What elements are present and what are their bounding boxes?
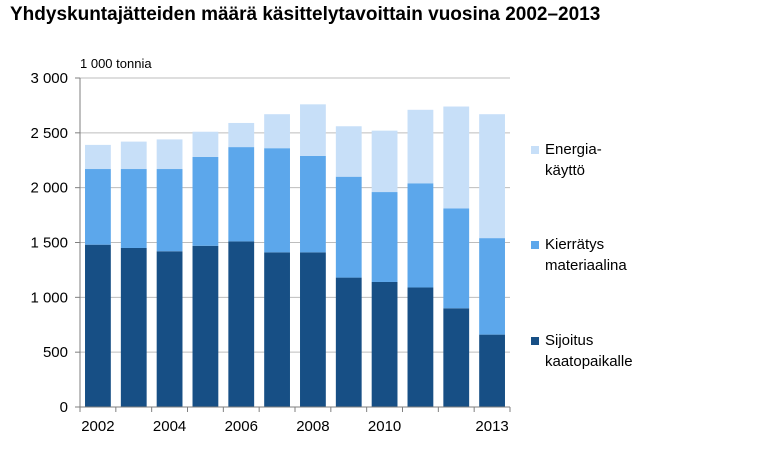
- x-tick-label: 2006: [225, 418, 258, 435]
- y-tick-label: 2 500: [30, 125, 68, 142]
- y-tick-label: 2 000: [30, 180, 68, 197]
- bar-segment-2-2002: [85, 169, 111, 245]
- bar-segment-1-2010: [371, 281, 398, 407]
- bar-segment-3-2003: [120, 141, 147, 170]
- y-tick-label: 0: [60, 399, 68, 416]
- bar-segment-1-2007: [264, 252, 290, 407]
- bar-segment-1-2012: [443, 308, 470, 407]
- legend-label-1: Sijoitus: [545, 332, 593, 349]
- bar-segment-3-2010: [371, 130, 398, 193]
- x-tick-label: 2010: [368, 418, 401, 435]
- bar-segment-2-2007: [264, 148, 290, 253]
- legend-label-3: käyttö: [545, 162, 585, 179]
- y-tick-label: 3 000: [30, 70, 68, 87]
- bar-segment-3-2013: [479, 114, 505, 239]
- legend-label-2: Kierrätys: [545, 236, 604, 253]
- bar-segment-3-2005: [192, 131, 219, 157]
- bar-segment-2-2008: [300, 155, 326, 253]
- gridlines: [80, 77, 510, 353]
- bars: [85, 104, 505, 407]
- bar-segment-3-2011: [407, 109, 434, 184]
- bar-segment-3-2004: [156, 139, 183, 170]
- legend-label-1: kaatopaikalle: [545, 353, 633, 370]
- x-axis-ticks: 2002 2004 2006 2008 2010 2013: [79, 407, 511, 435]
- bar-segment-1-2005: [192, 245, 219, 407]
- bar-segment-2-2004: [156, 169, 183, 252]
- bar-segment-2-2006: [228, 147, 255, 242]
- x-tick-label: 2004: [153, 418, 186, 435]
- bar-segment-2-2013: [479, 238, 505, 335]
- bar-segment-3-2012: [443, 106, 470, 209]
- legend-swatch-1: [531, 337, 539, 345]
- x-tick-label: 2008: [296, 418, 329, 435]
- bar-segment-1-2006: [228, 241, 255, 407]
- bar-segment-1-2004: [156, 251, 183, 407]
- bar-segment-1-2002: [85, 244, 111, 407]
- bar-segment-3-2006: [228, 122, 255, 148]
- bar-segment-1-2013: [479, 334, 505, 407]
- bar-segment-2-2011: [407, 183, 434, 288]
- x-tick-label: 2002: [81, 418, 114, 435]
- y-tick-label: 1 500: [30, 235, 68, 252]
- bar-segment-1-2008: [300, 252, 326, 407]
- chart-title: Yhdyskuntajätteiden määrä käsittelytavoi…: [10, 4, 601, 25]
- legend: Sijoitus kaatopaikalle Kierrätys materiaali…: [531, 141, 633, 370]
- bar-segment-2-2012: [443, 208, 470, 309]
- legend-label-2: materiaalina: [545, 257, 627, 274]
- bar-segment-3-2008: [300, 104, 326, 156]
- x-tick-label: 2013: [475, 418, 508, 435]
- y-tick-label: 500: [43, 344, 68, 361]
- bar-segment-1-2009: [335, 277, 362, 407]
- y-axis-unit-label: 1 000 tonnia: [80, 56, 152, 71]
- legend-swatch-2: [531, 241, 539, 249]
- bar-segment-3-2002: [85, 144, 111, 170]
- bar-segment-2-2009: [335, 176, 362, 278]
- bar-segment-2-2010: [371, 192, 398, 282]
- y-axis-ticks: 0 500 1 000 1 500 2 000 2 500 3 000: [30, 70, 80, 416]
- bar-segment-2-2003: [120, 169, 147, 248]
- bar-segment-3-2007: [264, 114, 290, 149]
- y-tick-label: 1 000: [30, 289, 68, 306]
- legend-swatch-3: [531, 146, 539, 154]
- bar-segment-3-2009: [335, 126, 362, 177]
- bar-segment-1-2011: [407, 287, 434, 407]
- bar-segment-1-2003: [120, 247, 147, 407]
- bar-segment-2-2005: [192, 156, 219, 246]
- legend-label-3: Energia-: [545, 141, 602, 158]
